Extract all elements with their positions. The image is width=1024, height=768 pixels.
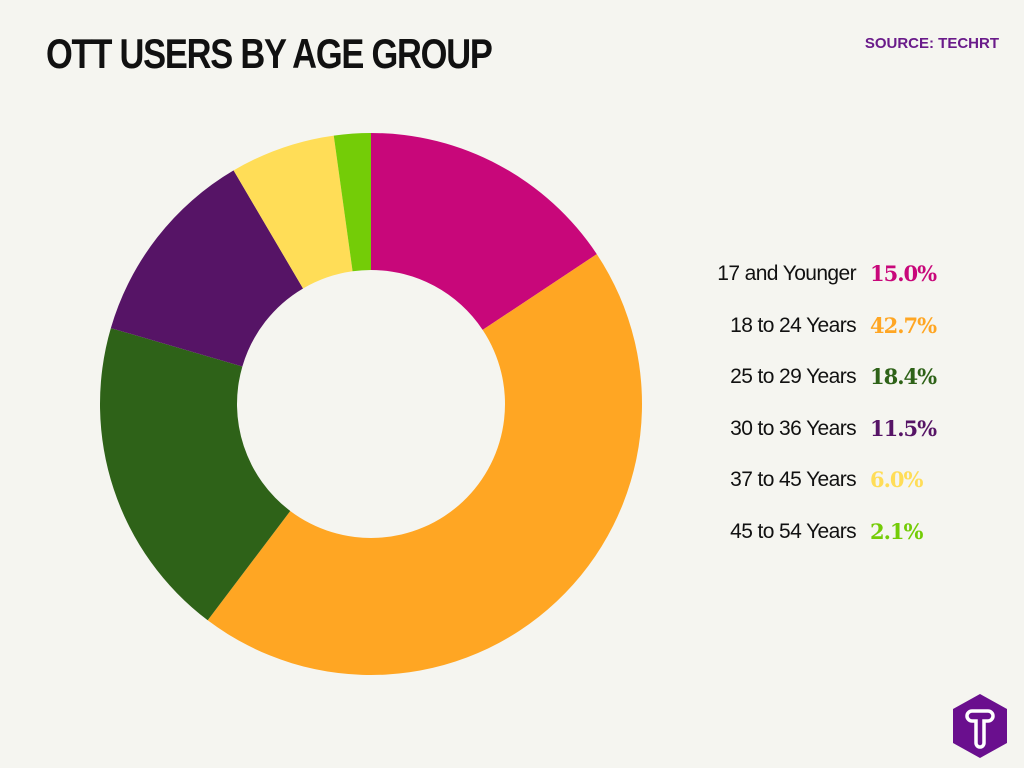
donut-slice-2 <box>100 328 291 621</box>
donut-slice-3 <box>110 170 304 367</box>
legend-item: 25 to 29 Years 18.4% <box>600 364 1020 395</box>
legend-value: 2.1% <box>870 518 923 544</box>
legend-item: 30 to 36 Years 11.5% <box>600 415 1020 447</box>
legend-value: 11.5% <box>870 415 937 441</box>
legend-label: 25 to 29 Years <box>730 365 856 388</box>
legend-value: 42.7% <box>870 312 937 338</box>
legend-item: 45 to 54 Years 2.1% <box>600 518 1020 550</box>
legend-label: 30 to 36 Years <box>730 416 856 440</box>
source-label: SOURCE: TECHRT <box>864 35 999 52</box>
donut-slice-4 <box>233 135 353 289</box>
legend-item: 37 to 45 Years 6.0% <box>600 467 1020 498</box>
legend-value: 18.4% <box>870 364 937 389</box>
donut-slice-1 <box>207 254 642 675</box>
legend-value: 6.0% <box>870 467 923 492</box>
techrt-logo <box>953 694 1007 758</box>
donut-slice-5 <box>333 133 371 272</box>
legend-label: 37 to 45 Years <box>730 468 856 491</box>
legend-label: 17 and Younger <box>717 262 856 285</box>
legend-label: 18 to 24 Years <box>730 313 856 337</box>
donut-slice-0 <box>371 133 597 330</box>
legend-label: 45 to 54 Years <box>730 519 856 543</box>
legend-value: 15.0% <box>870 261 937 286</box>
chart-title: OTT USERS BY AGE GROUP <box>46 30 493 77</box>
legend-item: 17 and Younger 15.0% <box>600 261 1020 292</box>
legend-item: 18 to 24 Years 42.7% <box>600 312 1020 344</box>
